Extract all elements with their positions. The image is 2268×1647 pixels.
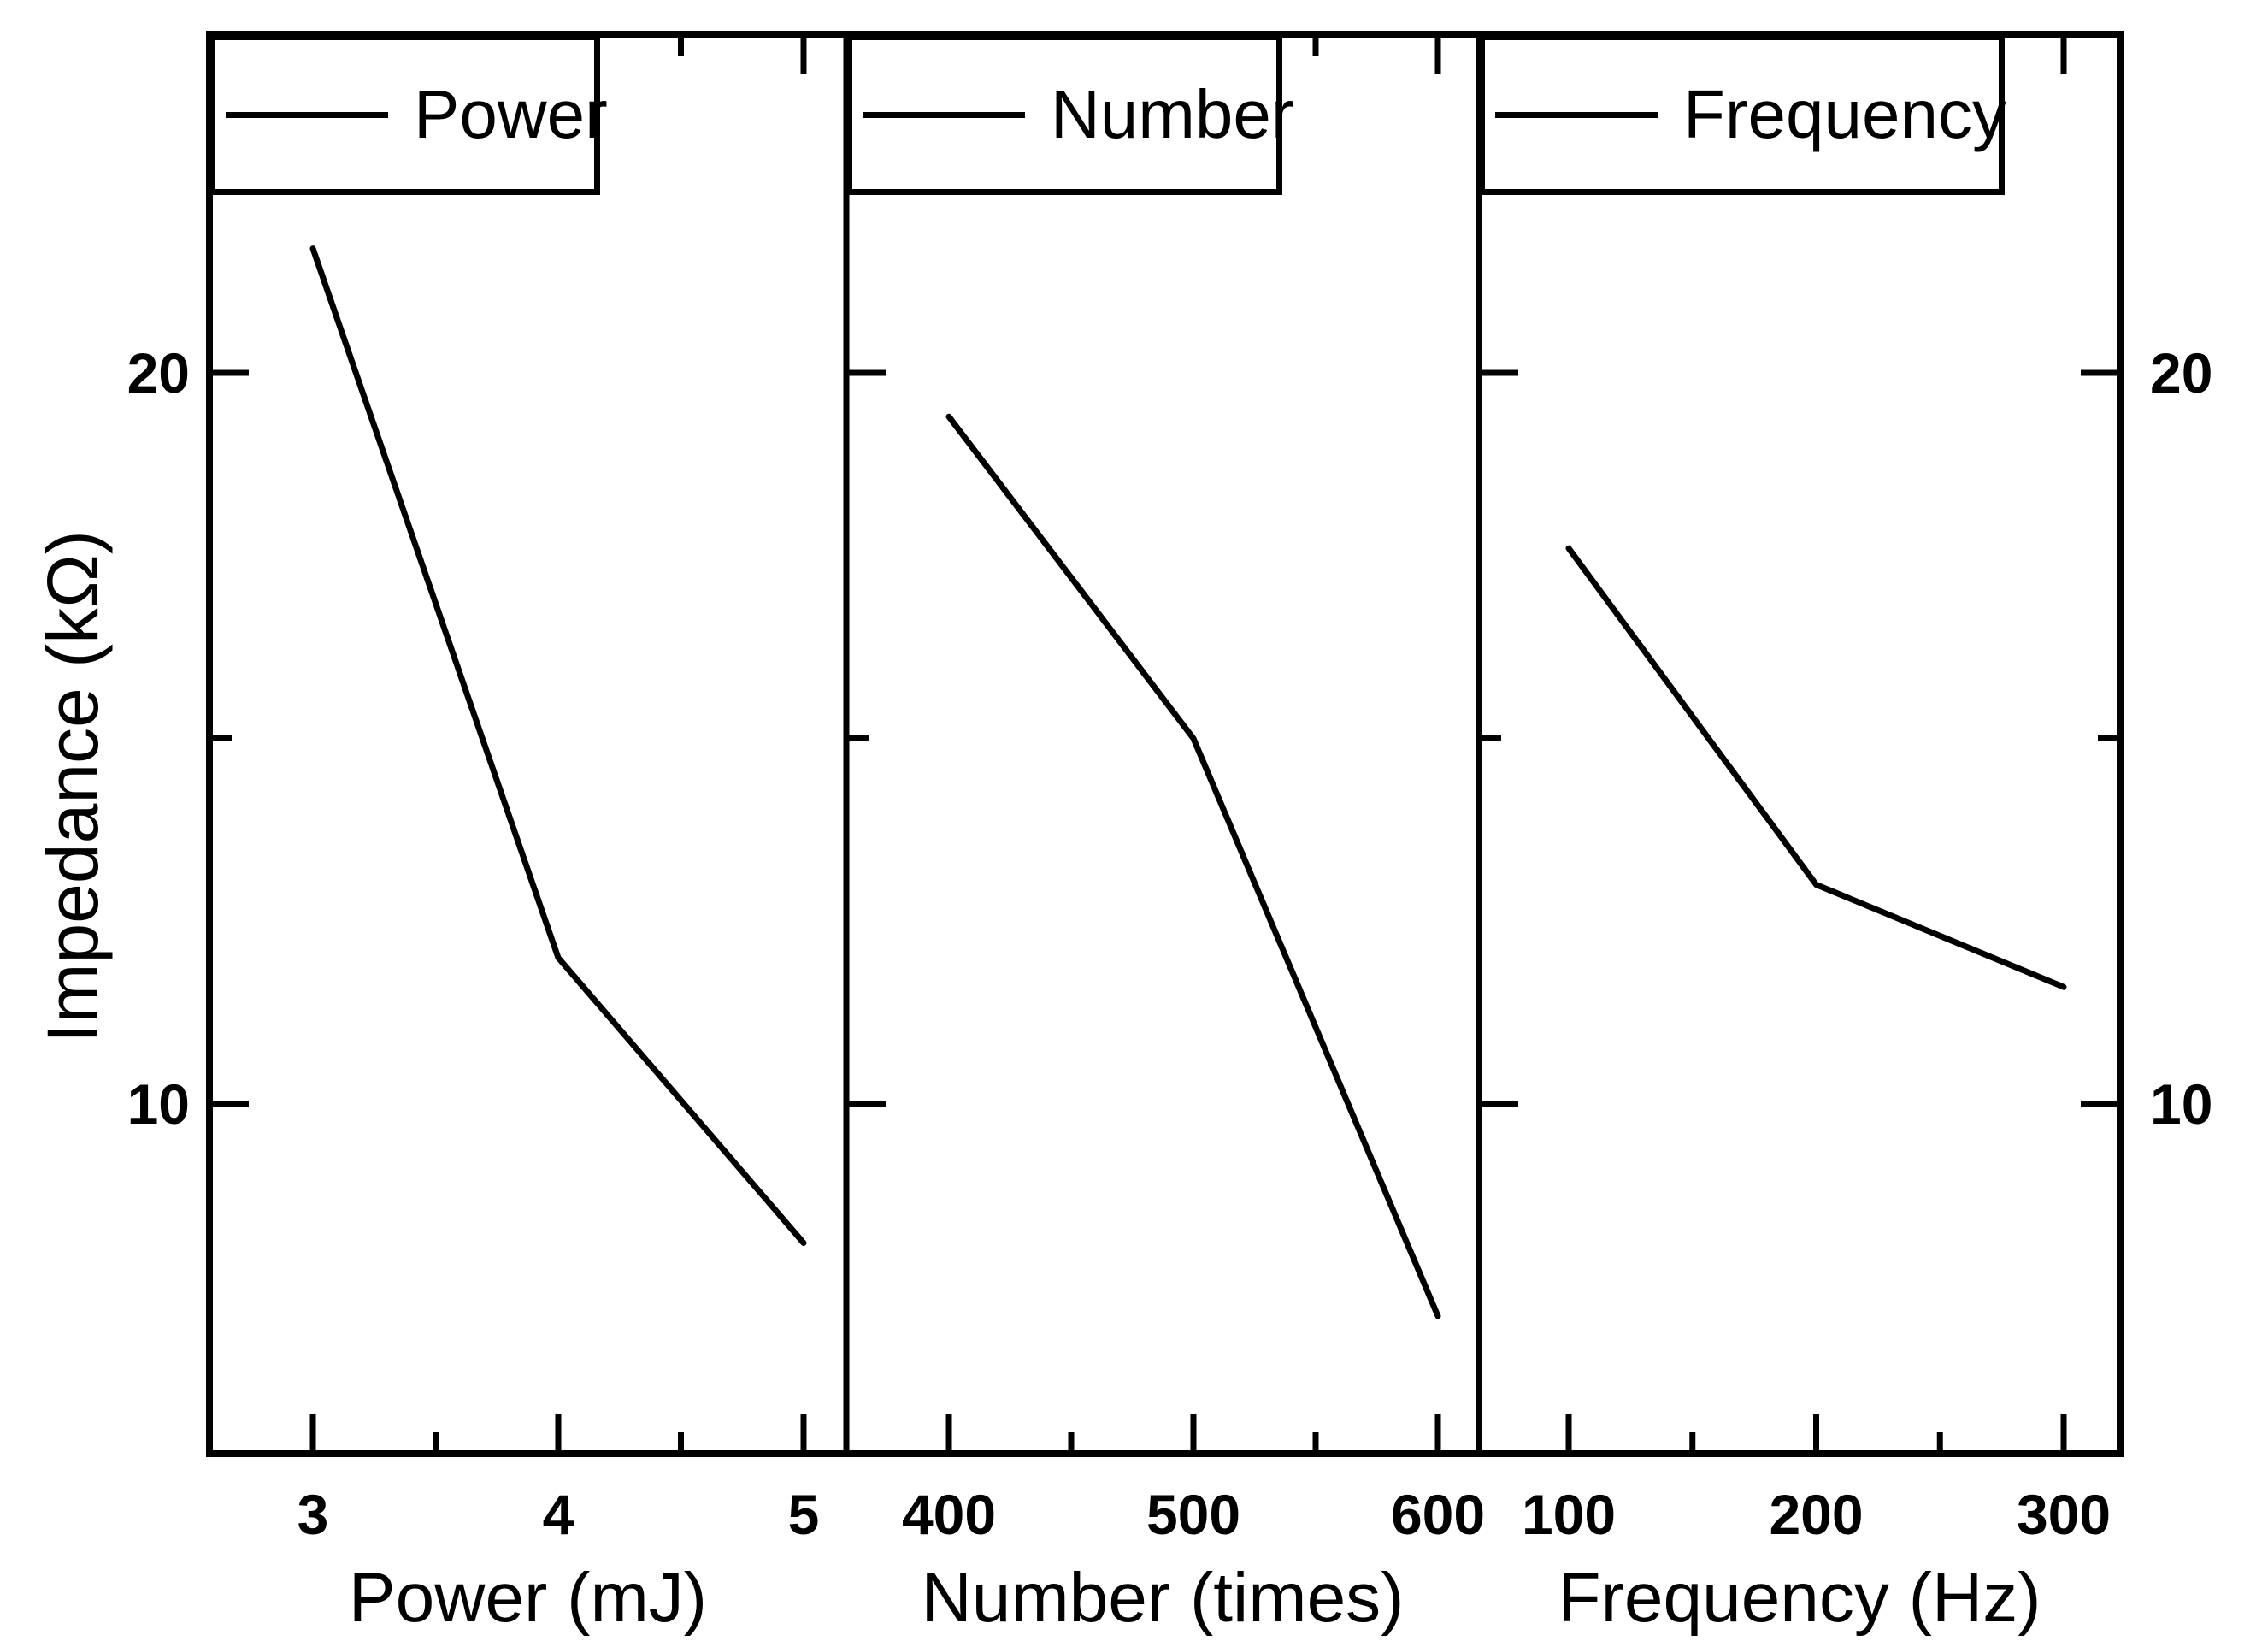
x-tick-label: 500 [1146,1483,1241,1546]
y-axis-title: Impedance (kΩ) [32,530,113,1043]
data-series-line-number [945,413,1441,1319]
x-axis-title-number: Number (times) [921,1559,1405,1637]
legend-label: Frequency [1683,76,2006,152]
x-axis-title-frequency: Frequency (Hz) [1558,1559,2041,1637]
legend-line-sample [863,111,1025,118]
x-tick-label: 600 [1390,1483,1486,1546]
y-tick-label-right-20: 20 [2150,341,2213,404]
x-tick-label: 300 [2016,1483,2112,1546]
legend-line-sample [1495,111,1658,118]
x-tick-label: 200 [1769,1483,1864,1546]
x-tick-label: 3 [297,1483,329,1546]
legend-box-number: Number [846,34,1294,195]
x-axis-title-power: Power (mJ) [348,1559,708,1637]
legend-line-sample [226,111,388,118]
legend-label: Power [414,76,608,152]
legend-label: Number [1051,76,1294,152]
y-tick-label-right-10: 10 [2150,1072,2213,1136]
x-tick-label: 5 [787,1483,820,1546]
plot-frame [206,31,2124,1457]
x-tick-label: 4 [542,1483,574,1546]
y-tick-label-left-20: 20 [127,341,190,404]
data-series-line-frequency [1565,545,2067,990]
legend-box-frequency: Frequency [1479,34,2006,195]
legend-box-power: Power [209,34,608,195]
y-tick-label-left-10: 10 [127,1072,190,1136]
x-tick-label: 400 [901,1483,997,1546]
data-series-line-power [309,245,807,1246]
x-tick-label: 100 [1521,1483,1617,1546]
